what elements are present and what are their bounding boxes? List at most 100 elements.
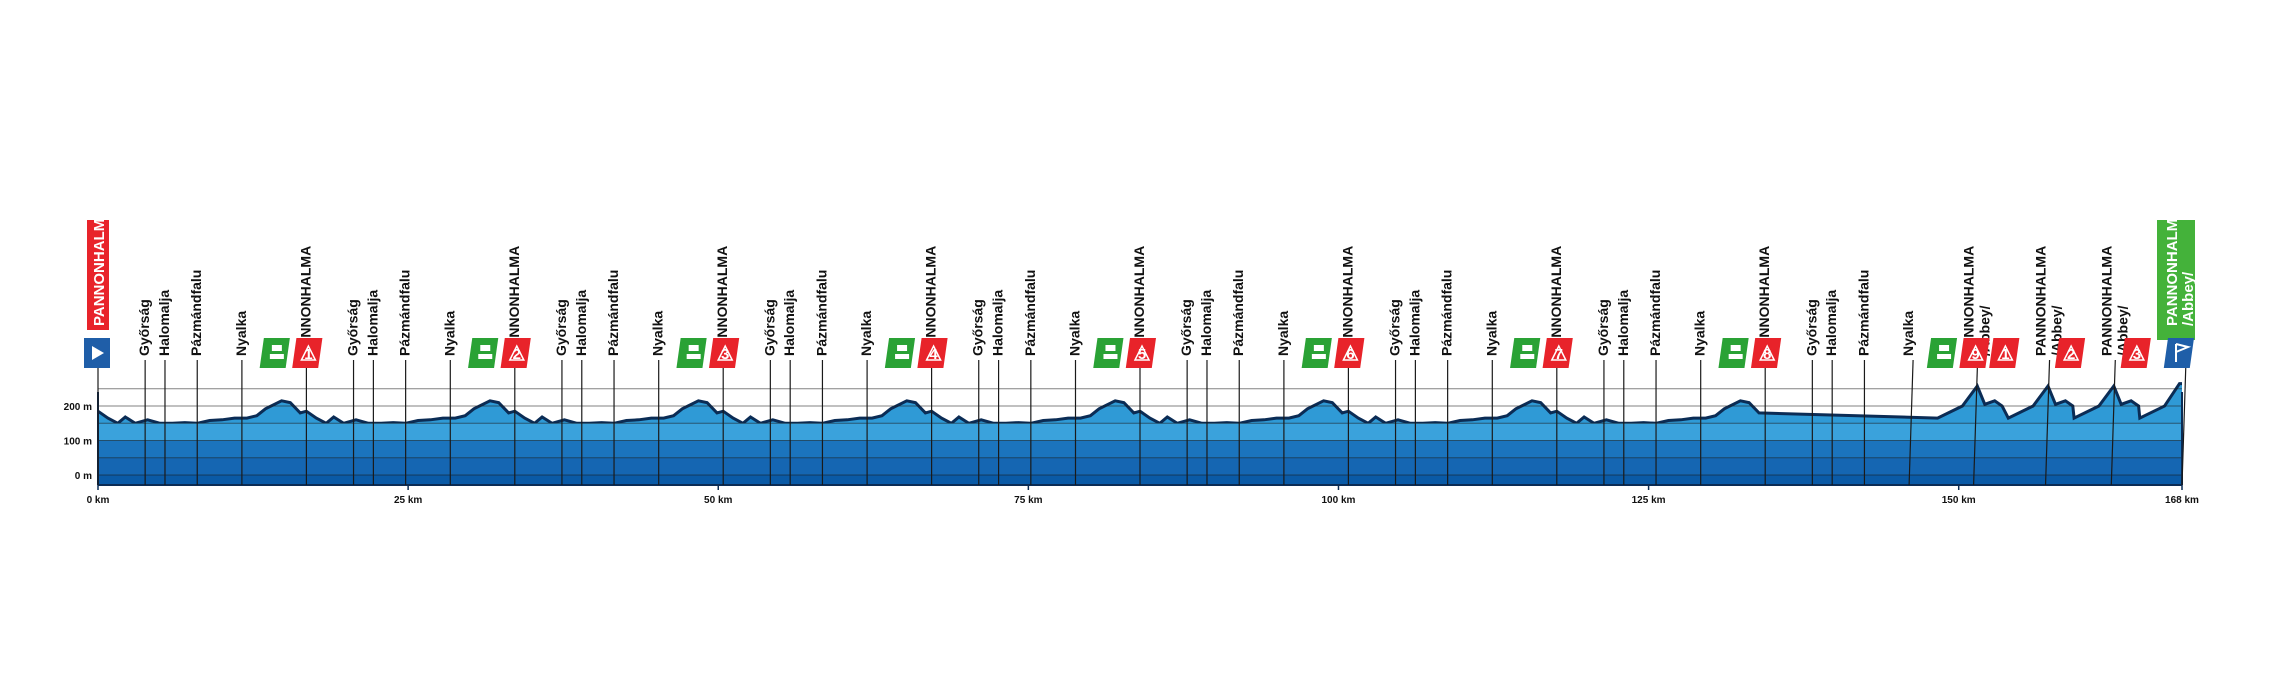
waypoint-label-12: Halomalja	[573, 290, 589, 356]
sprint-marker-2	[468, 338, 499, 368]
sprint-icon-detail	[1313, 345, 1324, 351]
waypoint-name-15: PANNONHALMA	[714, 246, 730, 356]
sprint-icon-detail-2	[686, 354, 701, 359]
kom-marker-15: 8	[1750, 338, 1782, 368]
waypoint-label-24: Nyalka	[1066, 311, 1082, 356]
sprint-icon-detail-2	[1937, 354, 1952, 359]
leader-line-48	[2181, 359, 2187, 486]
kom-number-17: 9	[1971, 346, 1979, 363]
sprint-icon-detail	[1730, 345, 1741, 351]
kom-mountain-glyph	[2062, 344, 2080, 361]
waypoint-label-38: Pázmándfalu	[1647, 270, 1663, 356]
waypoint-name-14: Nyalka	[650, 311, 666, 356]
waypoint-label-5: PANNONHALMA	[297, 246, 313, 356]
waypoint-leader-lines	[97, 359, 2187, 486]
waypoint-label-18: Pázmándfalu	[813, 270, 829, 356]
waypoint-label-29: Nyalka	[1275, 311, 1291, 356]
finish-label: PANNONHALMA/Abbey/	[2164, 208, 2197, 326]
waypoint-label-8: Pázmándfalu	[397, 270, 413, 356]
waypoint-label-20: PANNONHALMA	[923, 246, 939, 356]
sprint-icon	[884, 338, 916, 368]
kom-number-1: 1	[304, 346, 312, 363]
kom-marker-18: 1	[1989, 338, 2020, 368]
waypoint-name-41: Győrság	[1803, 299, 1819, 356]
sprint-icon-detail-2	[1728, 354, 1743, 359]
waypoint-name-38: Pázmándfalu	[1647, 270, 1663, 356]
kom-mountain-glyph	[716, 344, 734, 361]
kom-number-3: 2	[513, 346, 521, 363]
kom-number-5: 3	[721, 346, 729, 363]
waypoint-label-1: Győrság	[136, 299, 152, 356]
waypoint-name-5: PANNONHALMA	[297, 246, 313, 356]
sprint-icon	[1093, 338, 1124, 368]
finish-flag-marker	[2163, 338, 2194, 368]
waypoint-name-20: PANNONHALMA	[923, 246, 939, 356]
kom-mountain-glyph	[1133, 344, 1151, 361]
waypoint-name-4: Nyalka	[233, 311, 249, 356]
sprint-icon-detail-2	[269, 354, 284, 359]
leader-line-44	[1908, 359, 1914, 486]
waypoint-label-2: Halomalja	[156, 290, 172, 356]
waypoint-label-35: PANNONHALMA	[1548, 246, 1564, 356]
start-flag-marker	[84, 338, 110, 368]
waypoint-label-6: Győrság	[345, 299, 361, 356]
start-name: PANNONHALMA	[91, 208, 108, 326]
leader-line-47	[2110, 359, 2116, 486]
sprint-icon-detail	[1105, 345, 1116, 351]
kom-marker-9: 5	[1125, 338, 1156, 368]
waypoint-name-9: Nyalka	[441, 311, 457, 356]
y-tick-label-2: 200 m	[64, 402, 92, 413]
sprint-icon-detail	[897, 345, 908, 351]
waypoint-label-14: Nyalka	[650, 311, 666, 356]
sprint-marker-8	[1093, 338, 1124, 368]
x-tick-label-1: 25 km	[394, 495, 422, 506]
waypoint-name-22: Halomalja	[990, 290, 1006, 356]
waypoint-name-17: Halomalja	[781, 290, 797, 356]
x-tick-label-2: 50 km	[704, 495, 732, 506]
waypoint-name-36: Győrság	[1595, 299, 1611, 356]
waypoint-name-32: Halomalja	[1406, 290, 1422, 356]
waypoint-name-47: PANNONHALMA	[2098, 246, 2114, 356]
kom-marker-7: 4	[917, 338, 948, 368]
start-play-glyph	[92, 346, 104, 360]
sprint-marker-12	[1510, 338, 1541, 368]
finish-flag-glyph	[2175, 343, 2192, 362]
waypoint-label-40: PANNONHALMA	[1756, 246, 1772, 356]
waypoint-label-30: PANNONHALMA	[1339, 246, 1355, 356]
sprint-icon-detail-2	[1520, 354, 1535, 359]
kom-mountain-glyph	[1342, 344, 1359, 361]
x-tick-label-4: 100 km	[1322, 495, 1356, 506]
waypoint-label-34: Nyalka	[1483, 311, 1499, 356]
waypoint-name-35: PANNONHALMA	[1548, 246, 1564, 356]
waypoint-label-19: Nyalka	[858, 311, 874, 356]
kom-number-20: 3	[2133, 346, 2141, 363]
sprint-icon	[1718, 338, 1749, 368]
x-tick-label-5: 125 km	[1632, 495, 1666, 506]
sprint-icon-detail	[271, 345, 282, 351]
kom-mountain-glyph	[2128, 344, 2146, 361]
kom-mountain-glyph	[300, 344, 317, 361]
waypoint-name-26: Győrság	[1178, 299, 1194, 356]
kom-number-19: 2	[2067, 346, 2075, 363]
sprint-marker-4	[676, 338, 707, 368]
waypoint-label-41: Győrság	[1803, 299, 1819, 356]
sprint-marker-10	[1301, 338, 1332, 368]
sprint-icon-detail	[1939, 345, 1950, 351]
sprint-icon-detail-2	[478, 354, 493, 359]
waypoint-name-30: PANNONHALMA	[1339, 246, 1355, 356]
kom-mountain-glyph	[508, 344, 526, 361]
x-axis-ticks: 0 km 25 km 50 km 75 km 100 km 125 km 150 km 168…	[87, 485, 2199, 506]
waypoint-name-34: Nyalka	[1483, 311, 1499, 356]
kom-mountain-glyph	[1997, 344, 2014, 361]
waypoint-name-2: Halomalja	[156, 290, 172, 356]
sprint-icon-detail-2	[1103, 354, 1118, 359]
leader-line-46	[2044, 359, 2051, 486]
waypoint-name-46: PANNONHALMA	[2033, 246, 2049, 356]
waypoint-label-42: Halomalja	[1823, 290, 1839, 356]
waypoint-label-27: Halomalja	[1198, 290, 1214, 356]
kom-marker-17: 9	[1959, 338, 1990, 368]
waypoint-label-33: Pázmándfalu	[1439, 270, 1455, 356]
waypoint-label-44: Nyalka	[1900, 311, 1916, 356]
